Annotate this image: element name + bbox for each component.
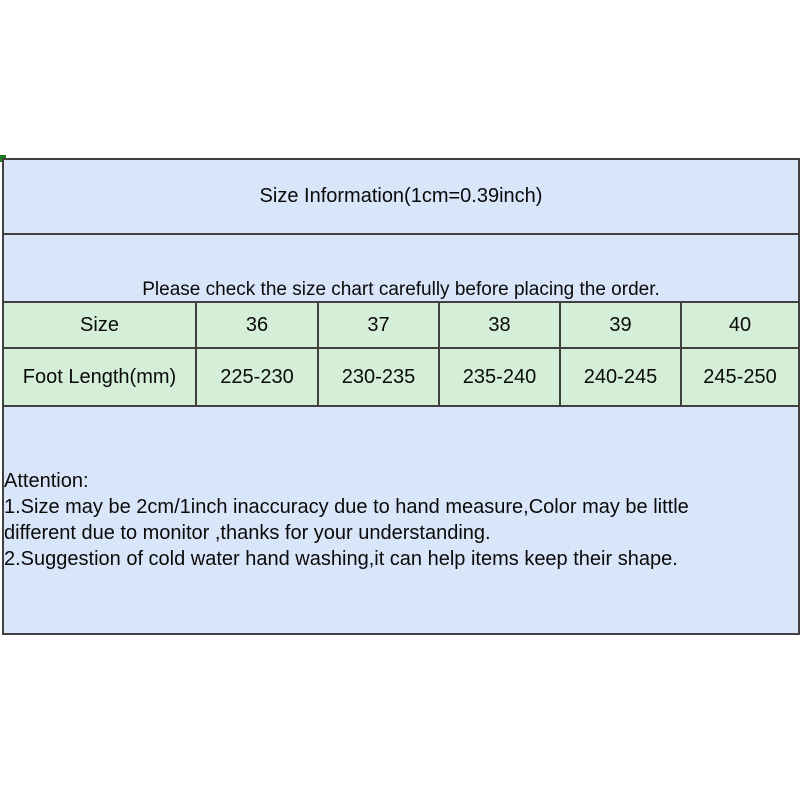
size-table: Size Information(1cm=0.39inch) Please ch… <box>1 158 800 635</box>
notice-row: Please check the size chart carefully be… <box>1 233 800 303</box>
header-cell-size-36: 36 <box>195 301 319 349</box>
title-row: Size Information(1cm=0.39inch) <box>1 158 800 235</box>
foot-length-label: Foot Length(mm) <box>2 347 197 407</box>
header-cell-size-39: 39 <box>559 301 682 349</box>
header-cell-size-label: Size <box>2 301 197 349</box>
attention-row: Attention: 1.Size may be 2cm/1inch inacc… <box>1 405 800 635</box>
foot-length-37: 230-235 <box>317 347 440 407</box>
attention-section: Attention: 1.Size may be 2cm/1inch inacc… <box>1 405 800 635</box>
table-title: Size Information(1cm=0.39inch) <box>1 158 800 235</box>
foot-length-39: 240-245 <box>559 347 682 407</box>
attention-heading: Attention: <box>4 470 89 492</box>
header-cell-size-37: 37 <box>317 301 440 349</box>
header-cell-size-40: 40 <box>679 301 800 349</box>
foot-length-40: 245-250 <box>679 347 800 407</box>
order-notice: Please check the size chart carefully be… <box>1 233 800 303</box>
attention-note-2: 2.Suggestion of cold water hand washing,… <box>4 548 678 570</box>
header-cell-size-38: 38 <box>438 301 561 349</box>
attention-note-1a: 1.Size may be 2cm/1inch inaccuracy due t… <box>4 496 689 518</box>
foot-length-row: Foot Length(mm) 225-230 230-235 235-240 … <box>2 347 800 407</box>
size-table-container: Size Information(1cm=0.39inch) Please ch… <box>1 158 800 635</box>
attention-note-1b: different due to monitor ,thanks for you… <box>4 522 491 544</box>
foot-length-38: 235-240 <box>438 347 561 407</box>
foot-length-36: 225-230 <box>195 347 319 407</box>
size-header-row: Size 36 37 38 39 40 <box>2 301 800 349</box>
